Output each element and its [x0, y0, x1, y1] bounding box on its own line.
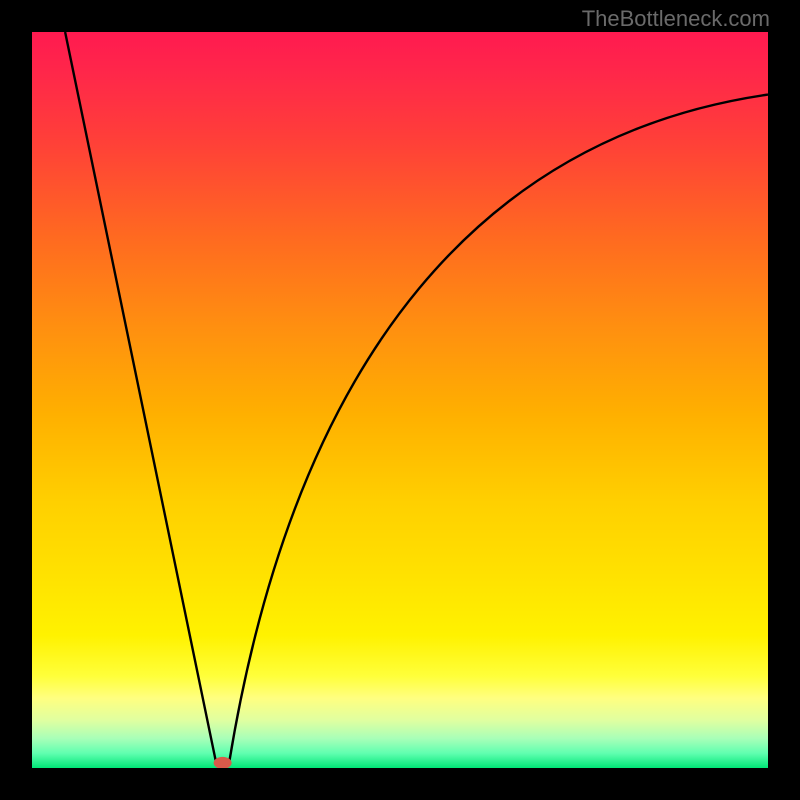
bottleneck-curve	[65, 32, 768, 762]
bottleneck-curve-svg	[32, 32, 768, 768]
watermark-text: TheBottleneck.com	[582, 6, 770, 32]
plot-area	[32, 32, 768, 768]
chart-frame: TheBottleneck.com	[0, 0, 800, 800]
